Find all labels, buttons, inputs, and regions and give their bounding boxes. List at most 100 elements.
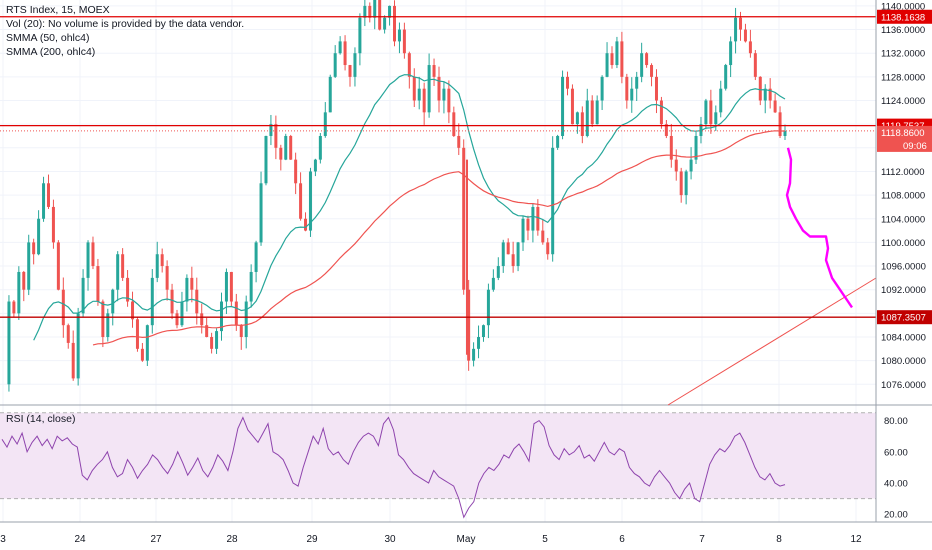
candle-body: [748, 41, 752, 54]
legend-volume[interactable]: Vol (20): No volume is provided by the d…: [6, 18, 245, 30]
chart-legend: RTS Index, 15, MOEX Vol (20): No volume …: [6, 3, 244, 59]
price-tick-label: 1104.0000: [881, 214, 925, 225]
candle-body: [76, 313, 80, 379]
candle-body: [140, 348, 144, 361]
candle-body: [645, 53, 649, 66]
rsi-tick-label: 80.00: [884, 416, 908, 427]
candle-body: [570, 88, 574, 125]
candle-body: [635, 76, 639, 89]
candle-body: [546, 242, 550, 255]
candle-body: [229, 271, 233, 302]
candle-body: [467, 289, 471, 361]
candle-body: [106, 313, 110, 338]
candle-body: [506, 242, 510, 255]
price-tick-label: 1136.0000: [881, 25, 925, 36]
candle-body: [620, 41, 624, 77]
candle-body: [343, 41, 347, 66]
time-tick-label: 5: [542, 534, 548, 545]
candle-body: [773, 100, 777, 113]
candle-body: [165, 266, 169, 290]
candle-body: [640, 53, 644, 77]
candle-body: [491, 277, 495, 290]
candle-body: [338, 41, 342, 54]
horizontal-levels: [0, 16, 876, 318]
price-tick-label: 1092.0000: [881, 285, 926, 296]
rsi-pane: [0, 404, 932, 519]
candle-body: [210, 337, 214, 349]
rsi-tick-label: 20.00: [884, 510, 908, 521]
candle-body: [308, 171, 312, 231]
candle-body: [56, 242, 60, 290]
candle-body: [323, 112, 327, 136]
candles: [7, 0, 787, 392]
candle-body: [605, 53, 609, 77]
rsi-tick-label: 40.00: [884, 479, 908, 490]
candle-body: [373, 0, 377, 18]
rsi-tick-label: 60.00: [884, 447, 908, 458]
candle-body: [659, 100, 663, 125]
candle-body: [313, 159, 317, 172]
candle-body: [412, 76, 416, 101]
candle-body: [457, 135, 461, 148]
candle-body: [729, 41, 733, 66]
time-tick-label: 27: [150, 534, 162, 545]
candle-body: [477, 337, 481, 349]
candle-body: [269, 124, 273, 136]
time-tick-label: 8: [776, 534, 782, 545]
candle-body: [195, 289, 199, 314]
candle-body: [600, 76, 604, 101]
candle-body: [734, 17, 738, 42]
candle-body: [126, 277, 130, 302]
candle-body: [294, 159, 298, 184]
candle-body: [81, 277, 85, 314]
candle-body: [66, 325, 70, 343]
candle-body: [783, 130, 787, 136]
candle-body: [714, 112, 718, 125]
candle-body: [121, 254, 125, 278]
legend-title[interactable]: RTS Index, 15, MOEX: [6, 4, 110, 16]
rsi-legend[interactable]: RSI (14, close): [6, 413, 76, 425]
price-tick-label: 1132.0000: [881, 49, 925, 60]
candle-body: [318, 135, 322, 160]
time-tick-label: 30: [384, 534, 396, 545]
candle-body: [556, 135, 560, 148]
candle-body: [160, 254, 164, 267]
candle-body: [541, 230, 545, 243]
time-tick-label: 24: [74, 534, 86, 545]
level-label: 1138.1638: [881, 12, 925, 23]
candle-body: [239, 325, 243, 338]
smma50-line: [33, 74, 786, 341]
candle-body: [155, 254, 159, 278]
legend-smma50[interactable]: SMMA (50, ohlc4): [6, 32, 90, 44]
candle-body: [131, 301, 135, 320]
candle-body: [170, 289, 174, 314]
time-tick-label: 29: [306, 534, 318, 545]
candle-body: [388, 5, 392, 18]
time-tick-label: May: [457, 534, 476, 545]
candle-body: [284, 135, 288, 160]
candle-body: [664, 124, 668, 136]
candle-body: [743, 29, 747, 42]
candle-body: [753, 53, 757, 77]
candle-body: [615, 41, 619, 66]
candle-body: [358, 17, 362, 54]
candle-body: [383, 17, 387, 30]
trend-lines: [667, 277, 877, 406]
legend-smma200[interactable]: SMMA (200, ohlc4): [6, 46, 96, 58]
time-tick-label: 7: [699, 534, 705, 545]
price-tick-label: 1124.0000: [881, 96, 925, 107]
price-tick-label: 1080.0000: [881, 356, 926, 367]
candle-body: [536, 206, 540, 231]
candle-body: [71, 342, 75, 379]
candle-body: [111, 289, 115, 314]
price-tick-label: 1128.0000: [881, 72, 925, 83]
candle-body: [205, 325, 209, 338]
candle-body: [348, 65, 352, 77]
candle-body: [333, 53, 337, 77]
candle-body: [551, 147, 555, 255]
candle-body: [575, 112, 579, 125]
price-tick-label: 1100.0000: [881, 238, 925, 249]
candle-body: [7, 301, 11, 385]
